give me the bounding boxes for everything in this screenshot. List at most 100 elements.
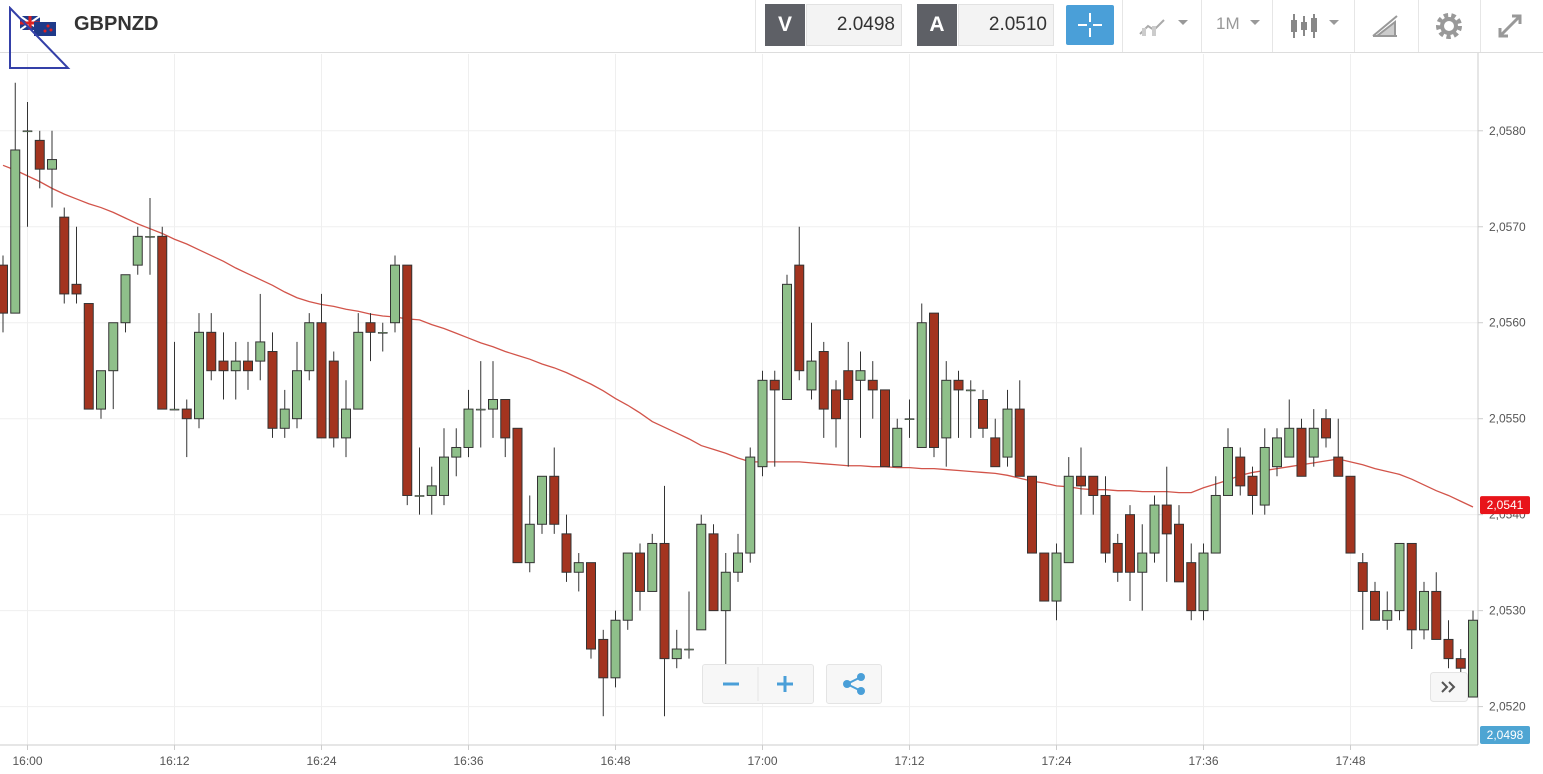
candle-body xyxy=(512,427,523,564)
last-price-marker: 2,0541 xyxy=(1480,496,1530,515)
candle-body xyxy=(1345,475,1356,554)
candle-body xyxy=(1333,456,1344,477)
separator xyxy=(1201,0,1202,52)
candle-body xyxy=(47,159,57,170)
candle-body xyxy=(108,322,119,372)
candle-body xyxy=(1406,542,1417,631)
scroll-end-button[interactable] xyxy=(1430,672,1468,702)
candle-body xyxy=(132,235,143,266)
candle-body xyxy=(1027,475,1037,554)
candle-body xyxy=(426,485,437,496)
candle-style-button[interactable] xyxy=(1289,12,1343,40)
candle-body xyxy=(59,216,70,295)
last-price-box xyxy=(1480,496,1530,515)
x-tick-label: 17:48 xyxy=(1335,754,1365,768)
candle-body xyxy=(867,379,878,391)
candle-body xyxy=(1431,590,1442,640)
candle-body xyxy=(292,370,302,420)
corner-marker xyxy=(9,6,71,69)
candle-body xyxy=(488,399,498,410)
candle-body xyxy=(1370,590,1380,621)
y-tick-label: 2,0580 xyxy=(1489,124,1526,138)
candle-body xyxy=(549,475,560,525)
candle-body xyxy=(818,351,829,410)
candle-body xyxy=(573,562,584,573)
separator xyxy=(755,0,756,52)
candle-body xyxy=(341,408,351,439)
candle-body xyxy=(524,523,535,564)
candle-body xyxy=(439,456,449,496)
buy-label[interactable]: A xyxy=(917,4,957,46)
separator xyxy=(1272,0,1273,52)
candle-body xyxy=(794,264,805,372)
candle-body xyxy=(929,312,939,448)
candle-body xyxy=(769,379,780,391)
candle-body xyxy=(855,370,866,381)
chart: 2,05202,05302,05402,05502,05602,05702,05… xyxy=(0,53,1530,768)
zoom-buttons[interactable] xyxy=(703,665,813,703)
zoom-controls xyxy=(702,664,814,704)
share-control xyxy=(826,664,882,704)
candle-body xyxy=(0,264,8,314)
candle-body xyxy=(953,379,964,391)
candle-body xyxy=(1186,562,1197,612)
candle-body xyxy=(10,149,21,314)
timeframe[interactable]: 1M xyxy=(1216,14,1240,33)
candle-body xyxy=(806,360,817,391)
candle-body xyxy=(696,523,707,631)
candle-body xyxy=(1284,427,1295,458)
candle-body xyxy=(279,408,290,429)
candle-body xyxy=(941,379,952,439)
chart-type-button[interactable] xyxy=(1138,14,1192,38)
sell-price[interactable]: 2.0498 xyxy=(806,4,902,46)
crosshair-button[interactable] xyxy=(1066,5,1114,45)
sell-label[interactable]: V xyxy=(765,4,805,46)
x-tick-label: 17:12 xyxy=(894,754,924,768)
candle-body xyxy=(892,427,903,468)
candle-body xyxy=(561,533,572,573)
candle-body xyxy=(1198,552,1209,612)
candle-body xyxy=(22,130,33,133)
candle-body xyxy=(1382,610,1393,621)
candle-body xyxy=(243,360,253,372)
candle-body xyxy=(181,408,192,420)
candle-body xyxy=(1174,523,1184,583)
fullscreen-button[interactable] xyxy=(1496,12,1526,40)
candle-body xyxy=(304,322,315,372)
candle-body xyxy=(255,341,266,362)
candle-body xyxy=(169,408,180,411)
candle-body xyxy=(145,236,155,238)
candle-body xyxy=(1357,562,1368,592)
candle-body xyxy=(1235,456,1246,487)
candle-body xyxy=(402,264,413,496)
candle-body xyxy=(1076,475,1086,487)
candle-body xyxy=(1014,408,1025,477)
dropdown-arrow[interactable] xyxy=(1249,14,1263,38)
candle-body xyxy=(377,332,388,334)
candle-body xyxy=(1308,427,1319,458)
settings-button[interactable] xyxy=(1434,11,1464,41)
candle-body xyxy=(218,360,229,372)
x-tick-label: 16:00 xyxy=(12,754,42,768)
candle-body xyxy=(194,331,204,420)
candle-body xyxy=(978,399,988,429)
candle-body xyxy=(757,379,768,468)
candle-body xyxy=(1137,552,1148,573)
candle-body xyxy=(537,475,547,525)
buy-price[interactable]: 2.0510 xyxy=(958,4,1054,46)
drawing-tools-button[interactable] xyxy=(1371,12,1401,40)
separator xyxy=(1122,0,1123,52)
y-tick-label: 2,0560 xyxy=(1489,316,1526,330)
candle-body xyxy=(831,389,841,420)
y-tick-label: 2,0570 xyxy=(1489,220,1526,234)
candle-body xyxy=(720,571,731,612)
candle-body xyxy=(1468,619,1478,698)
candle-body xyxy=(1063,475,1074,564)
y-tick-label: 2,0520 xyxy=(1489,700,1526,714)
share-button[interactable] xyxy=(827,665,881,703)
candle-body xyxy=(451,446,462,458)
candle-body xyxy=(1223,446,1233,496)
bid-price-marker: 2,0498 xyxy=(1480,726,1530,744)
candle-body xyxy=(328,360,339,439)
candle-body xyxy=(1125,514,1135,573)
